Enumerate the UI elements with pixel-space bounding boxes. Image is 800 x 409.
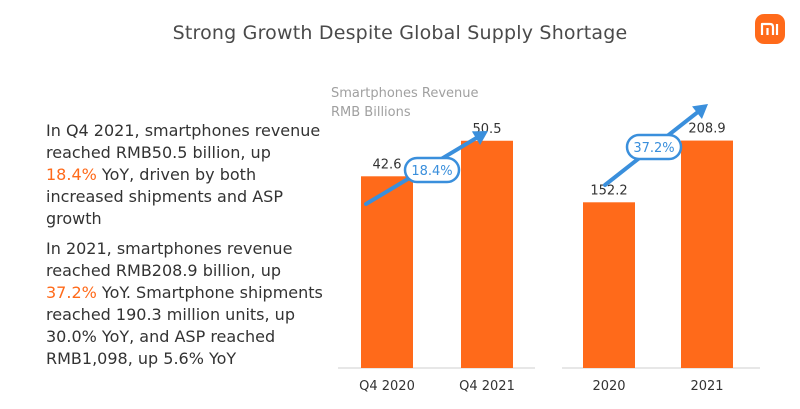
growth-badge: [625, 133, 683, 161]
growth-badge: [403, 156, 461, 184]
x-tick-label: Q4 2021: [459, 379, 515, 394]
bar: [461, 140, 513, 368]
annual-summary-text: In 2021, smartphones revenue reached RMB…: [46, 239, 293, 280]
x-tick-label: 2021: [690, 379, 723, 394]
growth-arrow-head: [471, 131, 488, 146]
bar: [361, 176, 413, 368]
chart-unit-label: RMB Billions: [331, 105, 411, 120]
annual-growth-highlight: 37.2%: [46, 283, 97, 302]
growth-badge-label: 37.2%: [633, 141, 674, 156]
chart-title: Smartphones Revenue: [331, 86, 479, 101]
q4-summary-text: In Q4 2021, smartphones revenue reached …: [46, 121, 321, 162]
mi-logo-icon: [760, 22, 779, 35]
q4-growth-highlight: 18.4%: [46, 165, 97, 184]
q4-summary-text-end: YoY, driven by both increased shipments …: [46, 165, 283, 228]
bar: [583, 202, 635, 368]
bar-value-label: 152.2: [590, 183, 627, 198]
bar-value-label: 208.9: [688, 122, 725, 137]
x-tick-label: 2020: [592, 379, 625, 394]
page-title: Strong Growth Despite Global Supply Shor…: [172, 22, 628, 44]
bar: [681, 140, 733, 368]
annual-summary-text-end: YoY. Smartphone shipments reached 190.3 …: [46, 283, 323, 368]
xiaomi-logo: [755, 14, 785, 44]
q4-summary-paragraph: In Q4 2021, smartphones revenue reached …: [46, 120, 326, 230]
growth-arrow-head: [692, 104, 708, 119]
bar-value-label: 42.6: [373, 157, 402, 172]
growth-badge-label: 18.4%: [411, 164, 452, 179]
annual-summary-paragraph: In 2021, smartphones revenue reached RMB…: [46, 238, 326, 370]
x-tick-label: Q4 2020: [359, 379, 415, 394]
